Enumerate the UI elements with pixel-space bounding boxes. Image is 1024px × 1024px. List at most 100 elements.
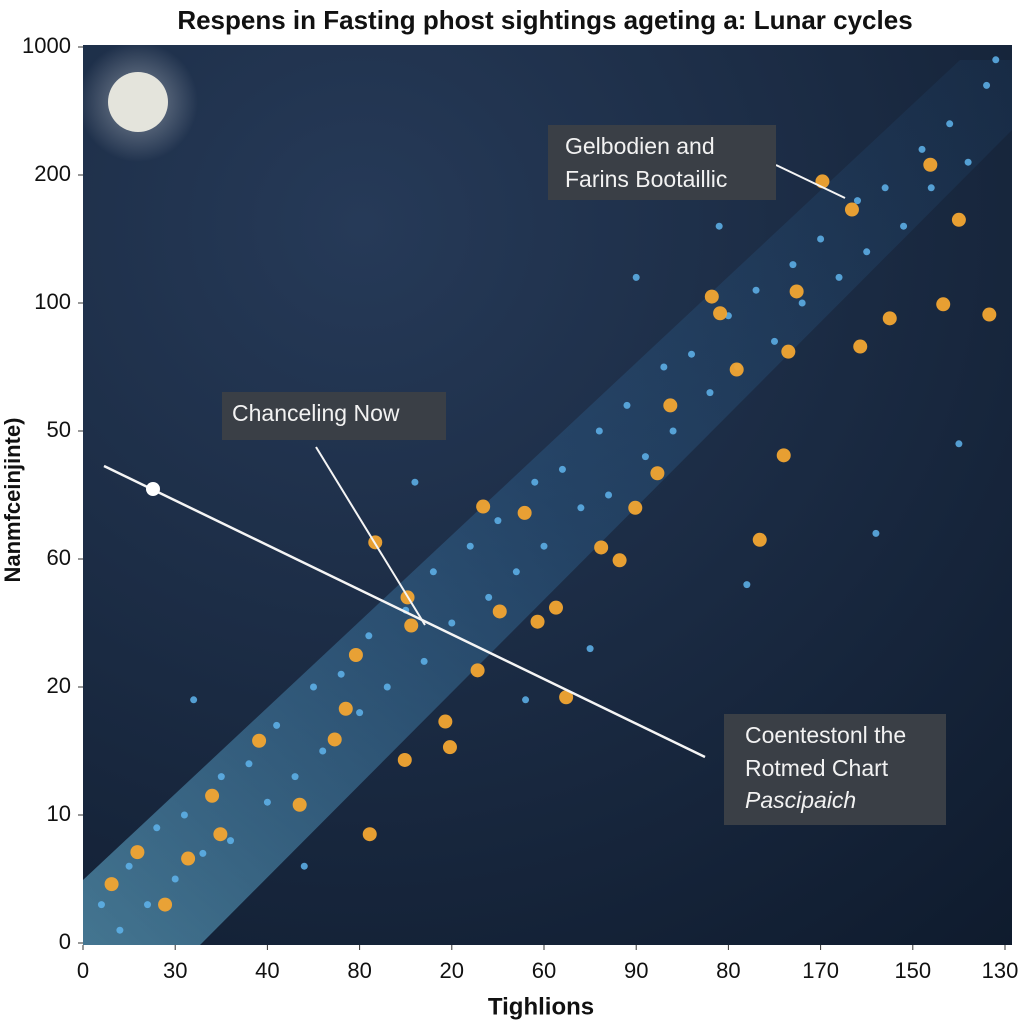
point — [310, 683, 317, 691]
point — [752, 532, 767, 547]
point — [522, 696, 530, 704]
point — [951, 212, 966, 227]
point — [881, 184, 889, 192]
point — [104, 877, 119, 892]
point — [144, 901, 152, 909]
point — [213, 827, 228, 842]
point — [853, 197, 861, 205]
point — [623, 401, 631, 409]
point — [559, 690, 574, 705]
point — [992, 56, 1000, 64]
point — [955, 440, 963, 448]
annotation: Chanceling Now — [232, 400, 400, 426]
annotation: Coentestonl the — [745, 722, 906, 748]
point — [882, 311, 897, 326]
point — [125, 862, 133, 870]
point — [628, 500, 643, 515]
y-tick-label: 60 — [47, 545, 71, 570]
point — [605, 491, 613, 499]
point — [817, 235, 825, 243]
point — [153, 824, 161, 832]
annotation-pointer — [775, 164, 846, 199]
point — [97, 901, 105, 909]
point — [470, 663, 485, 678]
point — [982, 307, 997, 322]
y-tick-label: 10 — [47, 801, 71, 826]
point — [338, 701, 353, 716]
point — [362, 827, 377, 842]
point — [663, 398, 678, 413]
point — [641, 453, 649, 461]
moon — [108, 72, 168, 132]
glow — [83, 60, 1012, 945]
x-tick-label: 40 — [255, 958, 279, 983]
point — [844, 202, 859, 217]
point — [863, 248, 871, 256]
point — [781, 344, 796, 359]
x-tick-label: 30 — [163, 958, 187, 983]
point — [900, 222, 908, 230]
point — [116, 926, 124, 934]
point — [217, 773, 225, 781]
marks — [97, 56, 1000, 934]
trend-dot — [146, 482, 160, 496]
point — [365, 632, 373, 640]
point — [776, 448, 791, 463]
point — [548, 600, 563, 615]
y-tick-label: 0 — [59, 929, 71, 954]
point — [789, 261, 797, 269]
x-tick-label: 80 — [347, 958, 371, 983]
point — [512, 568, 520, 576]
annotation-box — [548, 125, 776, 200]
point — [383, 683, 391, 691]
point — [872, 529, 880, 537]
point — [715, 222, 723, 230]
point — [448, 619, 456, 627]
point — [337, 670, 345, 678]
point — [517, 505, 532, 520]
point — [729, 362, 744, 377]
point — [158, 897, 173, 912]
x-tick-label: 60 — [532, 958, 556, 983]
trend-line — [103, 464, 706, 759]
point — [540, 542, 548, 550]
point — [291, 773, 299, 781]
point — [713, 306, 728, 321]
x-axis-label: Tighlions — [488, 993, 594, 1020]
point — [752, 286, 760, 294]
point — [688, 350, 696, 358]
x-tick-label: 20 — [440, 958, 464, 983]
point — [853, 339, 868, 354]
x-tick-label: 170 — [802, 958, 839, 983]
point — [227, 837, 235, 845]
point — [420, 657, 428, 665]
point — [130, 845, 145, 860]
point — [798, 299, 806, 307]
point — [789, 284, 804, 299]
point — [356, 709, 364, 717]
point — [936, 297, 951, 312]
point — [771, 337, 778, 345]
point — [292, 797, 307, 812]
point — [404, 618, 419, 633]
chart-title: Respens in Fasting phost sightings ageti… — [177, 5, 912, 35]
point — [632, 273, 640, 281]
point — [442, 740, 457, 755]
point — [476, 499, 491, 514]
point — [205, 788, 220, 803]
annotation-box — [222, 392, 446, 440]
point — [964, 158, 972, 166]
annotation: Rotmed Chart — [745, 755, 889, 781]
point — [181, 851, 196, 866]
point — [660, 363, 668, 371]
point — [743, 581, 751, 589]
point — [594, 540, 609, 555]
point — [612, 553, 627, 568]
point — [558, 465, 566, 473]
y-tick-label: 1000 — [22, 33, 71, 58]
point — [918, 145, 926, 153]
point — [530, 614, 545, 629]
point — [245, 760, 253, 768]
point — [319, 747, 327, 755]
